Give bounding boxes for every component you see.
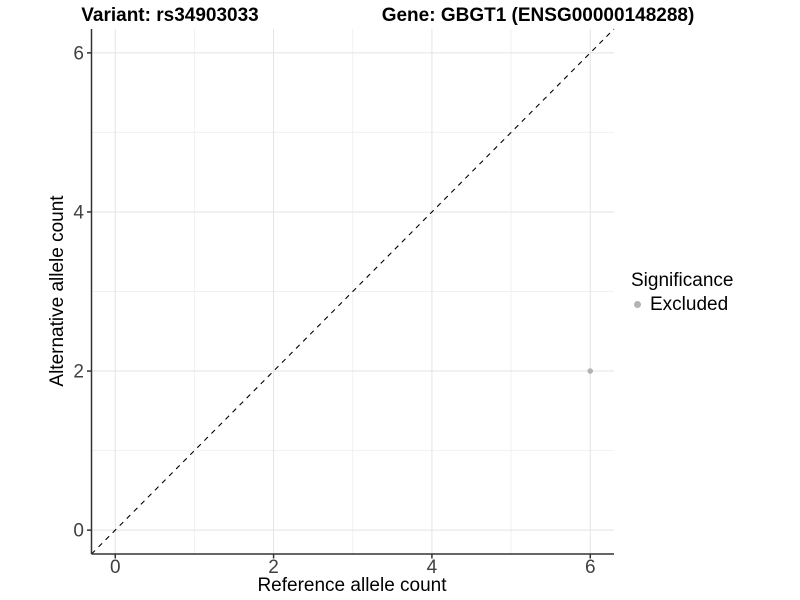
x-axis-title: Reference allele count [257,575,447,596]
legend-point-icon [634,301,641,308]
data-point [587,368,594,374]
legend-entry-label: Excluded [650,294,729,315]
y-tick-label: 6 [73,43,84,64]
x-tick-label: 0 [110,557,121,578]
legend-title: Significance [631,270,734,291]
plot-title-variant: Variant: rs34903033 [81,5,259,26]
plot-title-gene: Gene: GBGT1 (ENSG00000148288) [381,5,695,26]
x-tick-label: 4 [427,557,438,578]
x-tick-label: 2 [268,557,279,578]
y-tick-label: 2 [73,362,84,383]
y-tick-label: 4 [73,202,84,223]
legend: Significance Excluded [631,269,733,316]
y-axis-title: Alternative allele count [47,195,68,387]
legend-entry-excluded: Excluded [631,293,733,316]
x-tick-label: 6 [585,557,596,578]
y-tick-label: 0 [73,521,84,542]
identity-line [91,28,615,555]
